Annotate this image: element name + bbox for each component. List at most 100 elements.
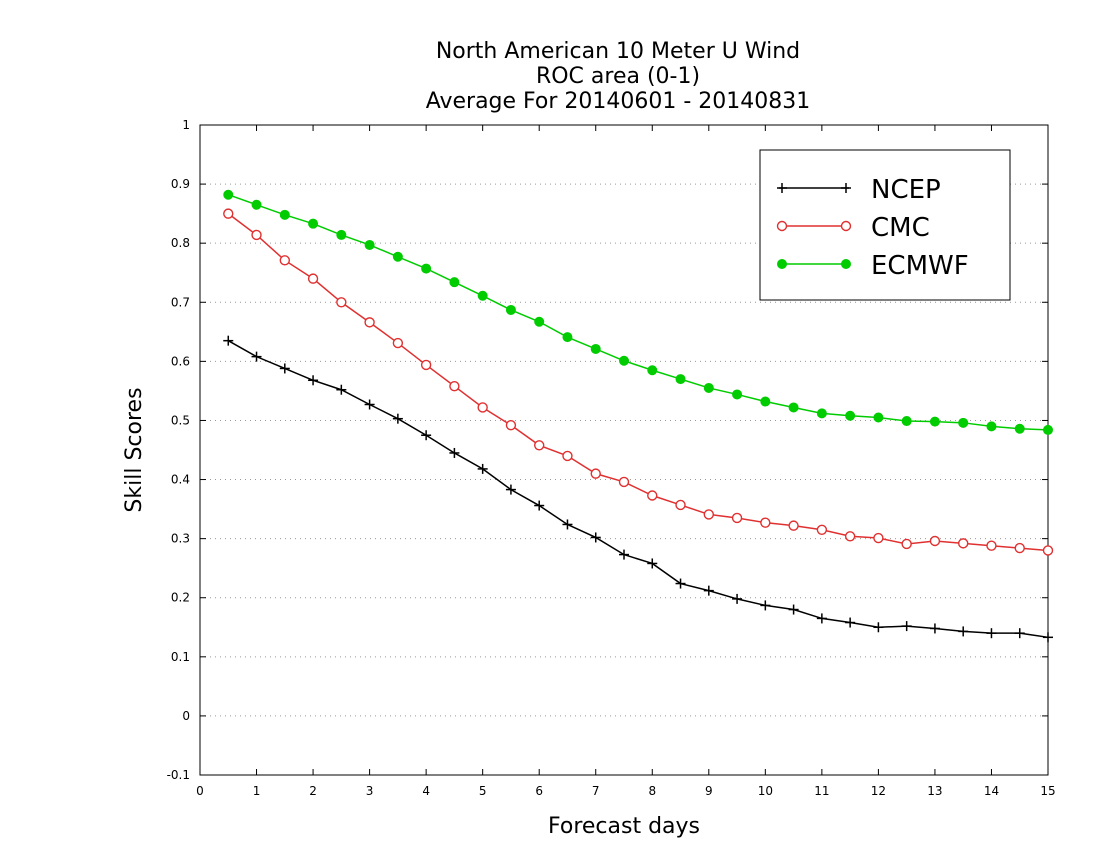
series-cmc-point <box>392 337 404 349</box>
series-cmc-point <box>251 229 262 241</box>
legend-marker-cmc <box>776 220 788 232</box>
x-tick-label: 7 <box>592 784 600 798</box>
series-cmc-point <box>534 440 545 451</box>
chart-title-line-1: North American 10 Meter U Wind <box>436 39 800 64</box>
y-tick-label: 0.2 <box>171 591 190 605</box>
x-tick-label: 15 <box>1040 784 1055 798</box>
y-tick-label: -0.1 <box>167 768 190 782</box>
series-ecmwf-point <box>929 416 940 427</box>
series-ecmwf-point <box>788 402 799 413</box>
series-ecmwf-point <box>590 343 601 354</box>
x-tick-label: 1 <box>253 784 261 798</box>
series-ecmwf-point <box>308 218 319 229</box>
legend-label-ecmwf: ECMWF <box>871 251 969 281</box>
series-ecmwf-point <box>845 410 856 421</box>
series-cmc <box>223 208 1054 556</box>
series-ecmwf-point <box>534 316 545 327</box>
series-ecmwf-point <box>732 389 743 400</box>
y-tick-label: 0.7 <box>171 295 190 309</box>
tick-layer: -0.100.10.20.30.40.50.60.70.80.910 1 2 3 4 5 6… <box>167 118 1056 798</box>
series-cmc-point <box>647 490 658 501</box>
legend-item-cmc: CMC <box>776 213 930 243</box>
y-tick-label: 0.8 <box>171 236 190 250</box>
series-cmc-point <box>929 535 941 547</box>
series-cmc-point <box>873 532 884 544</box>
y-tick-label: 0.9 <box>171 177 190 191</box>
series-ecmwf-point <box>251 199 262 210</box>
legend-marker-ecmwf <box>841 259 851 269</box>
series-cmc-point <box>590 468 601 479</box>
series-cmc-point <box>760 517 771 528</box>
series-ecmwf-point <box>986 421 997 432</box>
series-ecmwf-point <box>505 304 516 315</box>
x-tick-label: 13 <box>927 784 942 798</box>
series-cmc-point <box>477 402 488 413</box>
series-cmc-point <box>901 538 912 550</box>
series-cmc-point <box>703 509 714 520</box>
y-tick-label: 0.4 <box>171 473 190 487</box>
series-ecmwf-point <box>703 382 714 393</box>
series-ecmwf-point <box>873 412 884 423</box>
series-ecmwf-point <box>336 229 347 240</box>
series-ecmwf-point <box>760 396 771 407</box>
series-cmc-point <box>1042 545 1054 556</box>
series-cmc-point <box>307 273 319 284</box>
series-ecmwf-point <box>421 263 432 274</box>
x-tick-label: 5 <box>479 784 487 798</box>
plot-frame <box>199 124 1049 776</box>
series-ecmwf-point <box>279 209 290 220</box>
x-tick-label: 8 <box>648 784 656 798</box>
x-tick-label: 2 <box>309 784 317 798</box>
series-cmc-point <box>279 255 290 266</box>
x-axis-label: Forecast days <box>548 814 700 839</box>
series-ecmwf-point <box>619 355 629 366</box>
chart-title: North American 10 Meter U Wind ROC area … <box>426 39 811 114</box>
legend-box <box>759 149 1011 301</box>
legend-label-cmc: CMC <box>871 213 930 243</box>
series-cmc-point <box>675 499 686 511</box>
series-ecmwf-point <box>449 277 460 288</box>
series-layer <box>223 189 1054 643</box>
series-ecmwf-point <box>1043 424 1053 435</box>
series-cmc-point <box>505 419 517 431</box>
series-cmc-point <box>562 450 573 462</box>
series-cmc-point <box>958 538 969 549</box>
series-ecmwf-point <box>223 189 234 200</box>
series-cmc-point <box>1014 542 1025 554</box>
x-tick-label: 0 <box>196 784 204 798</box>
y-axis-label: Skill Scores <box>122 387 147 512</box>
series-ecmwf-point <box>901 416 912 427</box>
series-cmc-point <box>844 531 856 542</box>
series-ncep <box>223 335 1053 643</box>
series-cmc-point <box>731 512 743 524</box>
y-tick-label: 0.1 <box>171 650 190 664</box>
x-tick-label: 3 <box>366 784 374 798</box>
legend-marker-ecmwf <box>777 259 787 269</box>
series-ecmwf-point <box>364 239 375 250</box>
series-ecmwf <box>223 189 1053 435</box>
series-ecmwf-point <box>392 251 403 262</box>
x-tick-label: 11 <box>814 784 829 798</box>
chart-title-line-2: ROC area (0-1) <box>536 64 700 89</box>
series-cmc-point <box>816 524 828 535</box>
legend-marker-cmc <box>840 220 852 232</box>
series-ecmwf-point <box>647 365 658 376</box>
x-tick-label: 14 <box>984 784 999 798</box>
series-cmc-point <box>336 297 347 308</box>
y-tick-label: 0 <box>182 709 190 723</box>
series-cmc-point <box>364 317 375 328</box>
legend-item-ncep: NCEP <box>777 175 941 205</box>
legend-item-ecmwf: ECMWF <box>777 251 969 281</box>
x-tick-label: 6 <box>535 784 543 798</box>
y-tick-label: 0.3 <box>171 532 190 546</box>
series-ecmwf-point <box>958 417 969 428</box>
series-cmc-point <box>986 540 997 551</box>
y-tick-label: 0.6 <box>171 354 190 368</box>
x-tick-label: 12 <box>871 784 886 798</box>
y-tick-label: 1 <box>182 118 190 132</box>
legend-label-ncep: NCEP <box>871 175 941 205</box>
series-ecmwf-point <box>675 374 686 385</box>
x-tick-label: 4 <box>422 784 430 798</box>
series-cmc-point <box>420 359 432 371</box>
